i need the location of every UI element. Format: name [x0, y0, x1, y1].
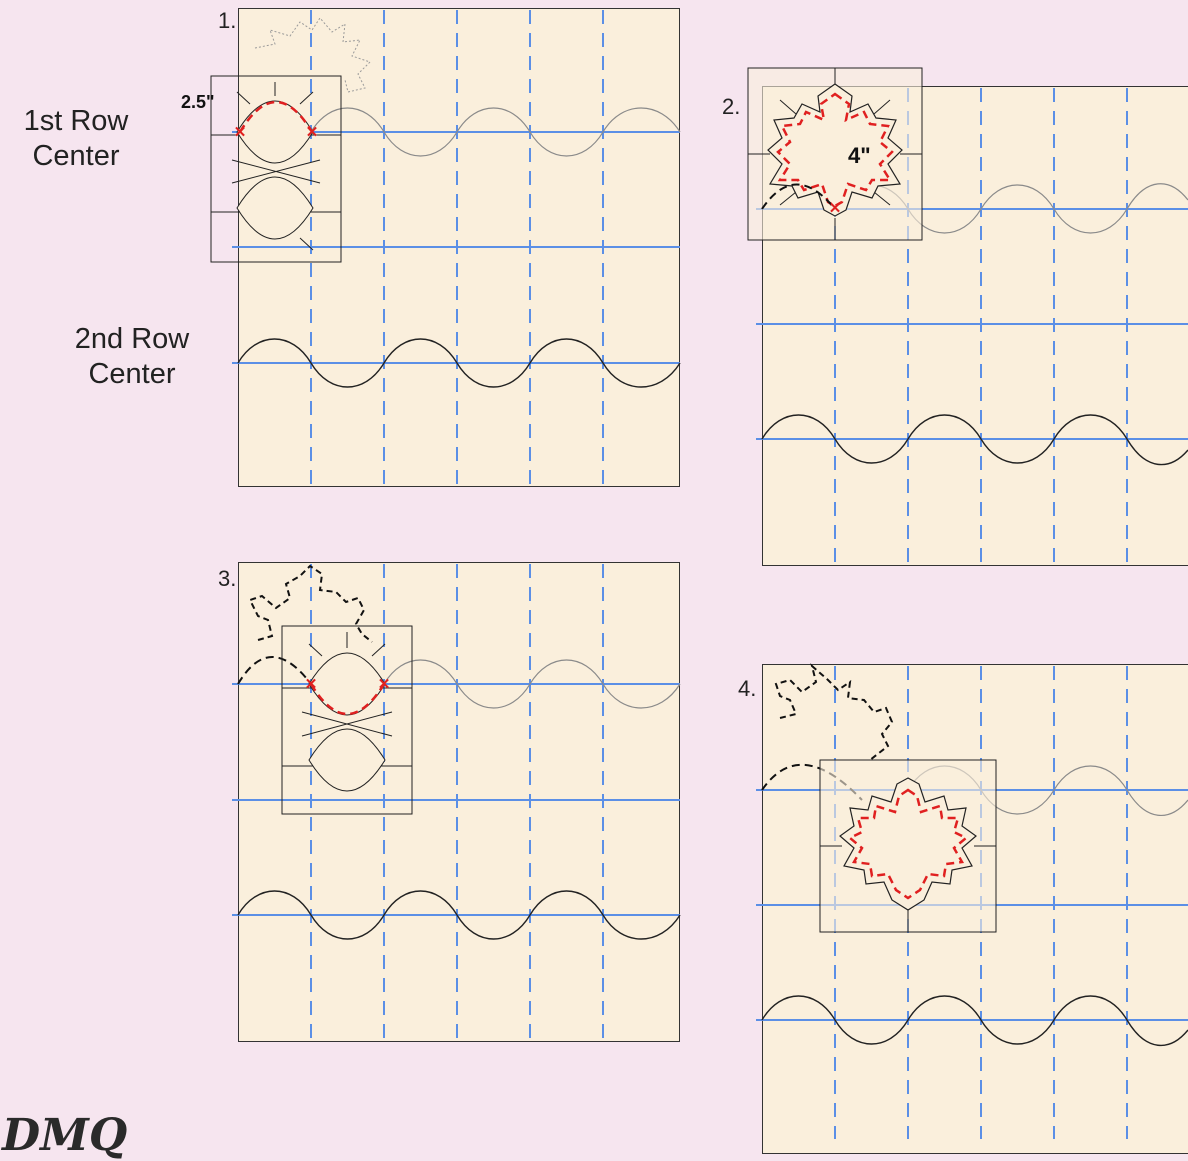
mark-x: ✕	[305, 676, 318, 693]
second-row-label-line1: 2nd Row	[74, 323, 190, 355]
brand-logo: DMQ	[2, 1110, 128, 1161]
maple-leaf-dashed-3	[248, 564, 373, 643]
mark-x: ✕	[378, 676, 391, 693]
mark-x: ✕	[234, 124, 247, 141]
second-row-center-label: 2nd Row Center	[52, 322, 212, 392]
ruler-template-1	[210, 75, 342, 263]
ruler-template-3	[281, 625, 413, 815]
maple-leaf-outline-light	[254, 17, 371, 93]
step-number-1: 1.	[218, 8, 237, 33]
second-row-label-line2: Center	[88, 357, 176, 390]
first-row-center-label: 1st Row Center	[2, 104, 150, 174]
previous-arc-dashed	[761, 183, 836, 210]
panel-4-grid	[756, 663, 1188, 1139]
wave-row-2	[761, 995, 1188, 1046]
step-number-4: 4.	[738, 676, 757, 701]
wave-row-1	[383, 659, 681, 709]
step-number-2: 2.	[722, 94, 741, 119]
wave-row-2	[237, 890, 681, 940]
wave-row-2	[761, 414, 1188, 466]
step-number-3: 3.	[218, 566, 237, 591]
wave-row-1	[310, 107, 681, 157]
panel-1-grid: ✕ ✕ 2.5"	[181, 10, 681, 486]
first-row-label-line1: 1st Row	[23, 105, 129, 137]
first-row-label-line2: Center	[32, 139, 120, 172]
dimension-label-2: 4"	[848, 143, 871, 168]
previous-arc-dashed	[761, 763, 863, 801]
mark-x: ✕	[306, 124, 319, 141]
mark-x: ✕	[829, 200, 842, 217]
panel-2-grid: ✕ 4"	[747, 67, 1188, 565]
stitch-arc-red-1	[238, 100, 314, 133]
stitch-leaf-red-2	[776, 92, 894, 208]
stitch-arc-red-3	[309, 683, 386, 716]
panel-3-grid: ✕ ✕	[232, 564, 681, 1041]
maple-leaf-dashed-4	[774, 663, 894, 761]
wave-row-2	[237, 338, 681, 388]
stitch-leaf-red-4	[847, 788, 969, 900]
previous-arc-dashed	[237, 656, 312, 685]
maple-leaf-template-2	[767, 83, 903, 217]
dimension-label-1: 2.5"	[181, 92, 215, 112]
